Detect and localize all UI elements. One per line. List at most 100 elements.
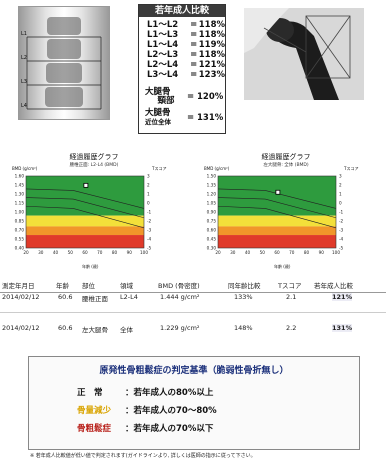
y-right-tick-label: -4: [339, 237, 344, 242]
y-tick-label: 1.35: [207, 183, 217, 188]
reference-curve: [25, 197, 145, 219]
y-right-tick-label: -3: [147, 228, 152, 233]
x-tick-label: 60: [274, 250, 280, 255]
criteria-row-normal: 正 常 ：若年成人の80%以上: [77, 388, 214, 398]
col-header: 年齢: [56, 282, 69, 290]
reference-curve: [25, 188, 145, 209]
col-header: Tスコア: [278, 282, 302, 290]
chart-title: 経過履歴グラフ: [69, 153, 119, 161]
ratio-row: L1～L2 = 118%: [147, 20, 225, 30]
chart-band: [218, 215, 336, 227]
vertebra-label-l1: L1: [21, 31, 27, 37]
ratio-row: L1～L4 = 119%: [147, 40, 225, 50]
y-tick-label: 0.45: [207, 237, 217, 242]
y-right-tick-label: -2: [339, 219, 344, 224]
femur-total-row: 大腿骨 近位全体 = 131%: [145, 108, 224, 127]
ratio-row: L1～L3 = 118%: [147, 30, 225, 40]
x-tick-label: 90: [127, 250, 133, 255]
y-tick-label: 1.50: [207, 174, 217, 179]
x-tick-label: 20: [215, 250, 221, 255]
x-tick-label: 40: [245, 250, 251, 255]
femur-neck-value: 120%: [197, 91, 224, 102]
chart-plot-lumbar: 1.601.451.301.151.000.850.700.550.403210…: [15, 174, 152, 256]
chart-subtitle: 腰椎正面: L2-L4 (BMD): [69, 163, 119, 168]
y-tick-label: 1.30: [15, 192, 25, 197]
col-header: 測定年月日: [2, 282, 35, 290]
x-tick-label: 90: [319, 250, 325, 255]
plot-frame: [217, 175, 337, 249]
y-tick-label: 0.30: [207, 246, 217, 251]
y-left-axis-label: BMD (g/cm²): [204, 166, 230, 171]
chart-subtitle: 左大腿骨: 全体 (BMD): [263, 163, 309, 168]
chart-band: [218, 226, 336, 236]
reference-curve: [25, 205, 145, 229]
x-axis-label: 年齢 (歳): [274, 264, 291, 269]
femur-neck-row: 大腿骨 頸部 = 120%: [145, 87, 224, 106]
y-right-tick-label: -1: [339, 210, 344, 215]
x-tick-label: 70: [289, 250, 295, 255]
x-tick-label: 50: [68, 250, 74, 255]
y-right-tick-label: -5: [339, 246, 344, 251]
y-tick-label: 1.20: [207, 192, 217, 197]
x-tick-label: 50: [260, 250, 266, 255]
y-tick-label: 1.00: [15, 210, 25, 215]
x-tick-label: 100: [140, 250, 148, 255]
x-tick-label: 30: [230, 250, 236, 255]
chart-band: [26, 226, 144, 236]
y-tick-label: 0.75: [207, 219, 217, 224]
x-tick-label: 30: [38, 250, 44, 255]
y-right-tick-label: 2: [147, 183, 150, 188]
spine-xray-image: L1 L2 L3 L4: [18, 6, 110, 120]
col-header: BMD (骨密度): [158, 282, 200, 290]
y-right-tick-label: -4: [147, 237, 152, 242]
x-tick-label: 60: [82, 250, 88, 255]
chart-band: [218, 235, 336, 248]
y-tick-label: 0.40: [15, 246, 25, 251]
ratio-row: L3～L4 = 123%: [147, 70, 225, 80]
history-chart-femur: 経過履歴グラフ 左大腿骨: 全体 (BMD) 1.50 1.35 1.20 1.05 0…: [196, 152, 376, 272]
criteria-list: 正 常 ：若年成人の80%以上 骨量減少 ：若年成人の70～80% 骨粗鬆症 ：…: [29, 386, 359, 440]
table-header-row: 測定年月日 年齢 部位 領域 BMD (骨密度) 同年齢比較 Tスコア 若年成人…: [0, 280, 386, 293]
criteria-title: 原発性骨粗鬆症の判定基準（脆弱性骨折無し）: [99, 366, 289, 376]
reference-curve: [217, 197, 337, 219]
y-tick-label: 0.60: [207, 228, 217, 233]
y-tick-label: 1.60: [15, 174, 25, 179]
y-tick-label: 0.85: [15, 219, 25, 224]
y-tick-label: 0.70: [15, 228, 25, 233]
diagnostic-criteria-box: 原発性骨粗鬆症の判定基準（脆弱性骨折無し） 正 常 ：若年成人の80%以上 骨量…: [28, 356, 360, 450]
y-right-tick-label: 0: [147, 201, 150, 206]
col-header: 同年齢比較: [228, 282, 261, 290]
femur-drawing: [244, 8, 364, 100]
col-header: 部位: [82, 282, 95, 290]
data-point: [275, 189, 281, 195]
chart-title: 経過履歴グラフ: [261, 153, 311, 161]
vertebra-label-l3: L3: [21, 79, 27, 85]
footnote: ※ 若年成人比較値が低い値で判定されます(ガイドラインより, 詳しくは医師の指示…: [30, 453, 256, 459]
reference-curve: [217, 188, 337, 209]
criteria-row-osteoporosis: 骨粗鬆症 ：若年成人の70%以下: [77, 424, 214, 434]
y-right-tick-label: 3: [339, 174, 342, 179]
x-tick-label: 80: [304, 250, 310, 255]
chart-band: [26, 235, 144, 248]
young-adult-comparison-box: 若年成人比較 L1～L2 = 118% L1～L3 = 118% L1～L4 = 119% …: [138, 4, 226, 134]
y-right-axis-label: Tスコア: [152, 166, 167, 171]
ratio-list: L1～L2 = 118% L1～L3 = 118% L1～L4 = 119% L2～L3 = 1…: [139, 17, 225, 80]
y-right-tick-label: -5: [147, 246, 152, 251]
y-right-tick-label: 3: [147, 174, 150, 179]
y-right-tick-label: 0: [339, 201, 342, 206]
y-tick-label: 1.05: [207, 201, 217, 206]
y-tick-label: 1.15: [15, 201, 25, 206]
y-tick-label: 0.90: [207, 210, 217, 215]
y-left-axis-label: BMD (g/cm²): [12, 166, 38, 171]
reference-curve: [217, 205, 337, 229]
chart-band: [26, 215, 144, 227]
plot-frame: [25, 175, 145, 249]
vertebra-label-l4: L4: [21, 103, 27, 109]
spine-vertebrae-drawing: [26, 17, 102, 110]
criteria-row-osteopenia: 骨量減少 ：若年成人の70～80%: [77, 406, 217, 416]
x-tick-label: 100: [332, 250, 340, 255]
chart-band: [26, 176, 144, 216]
x-tick-label: 80: [112, 250, 118, 255]
femur-total-value: 131%: [197, 112, 224, 123]
history-chart-lumbar: 経過履歴グラフ 腰椎正面: L2-L4 (BMD) 1.60 1.45 1.30 1.…: [4, 152, 184, 272]
